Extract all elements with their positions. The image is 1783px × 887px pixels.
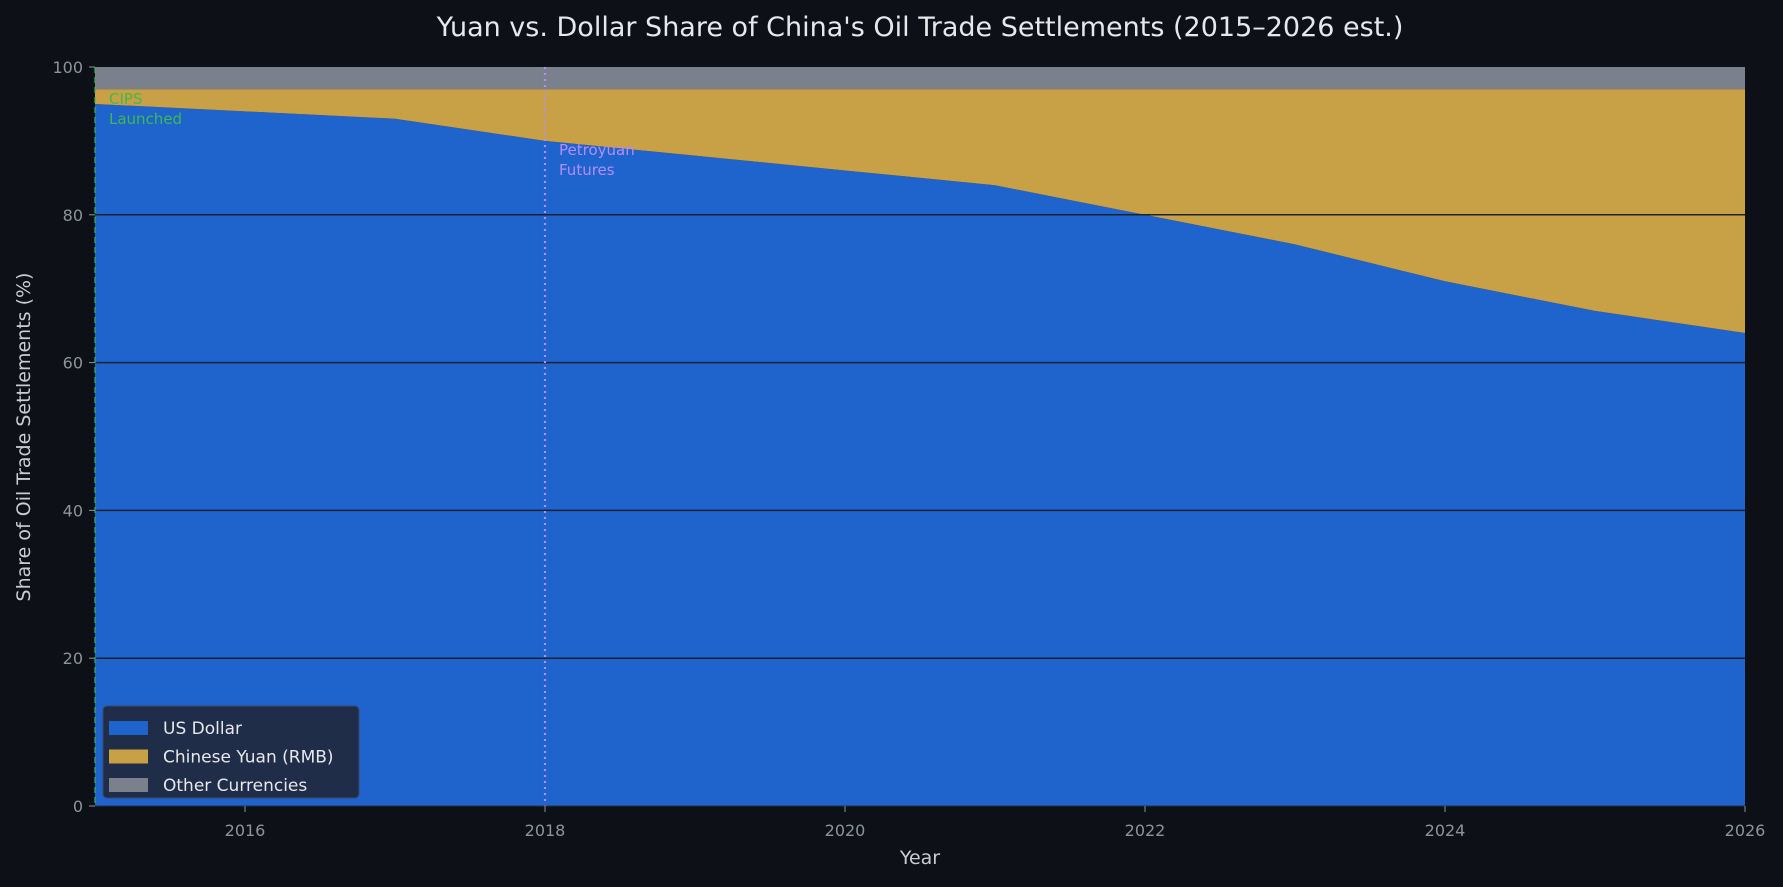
annotation-layer: CIPS Launched Petroyuan Futures xyxy=(93,67,635,806)
area-us-dollar xyxy=(95,103,1745,806)
legend-label: Other Currencies xyxy=(163,776,307,796)
legend-swatch xyxy=(109,721,148,735)
annotation-label: CIPS xyxy=(109,90,142,108)
legend-swatch xyxy=(109,749,148,764)
x-tick-label: 2018 xyxy=(525,821,566,840)
y-tick-label: 40 xyxy=(63,501,83,520)
legend-box xyxy=(102,705,360,799)
annotation-label: Petroyuan xyxy=(559,141,635,159)
area-other-currencies xyxy=(95,67,1745,90)
legend: US Dollar Chinese Yuan (RMB) Other Currenc… xyxy=(102,705,360,799)
axis-layer: 2016 2018 2020 2022 2024 2026 0 20 40 60 80 100 xyxy=(52,58,1765,840)
legend-label: Chinese Yuan (RMB) xyxy=(163,748,334,768)
y-tick-label: 0 xyxy=(73,797,83,816)
x-tick-label: 2022 xyxy=(1125,821,1166,840)
area-chinese-yuan-rmb xyxy=(95,89,1745,334)
y-tick-label: 80 xyxy=(63,206,83,225)
x-axis-label: Year xyxy=(899,847,940,869)
legend-label: US Dollar xyxy=(163,719,242,739)
legend-swatch xyxy=(109,778,148,792)
area-layer xyxy=(95,67,1745,806)
y-tick-label: 60 xyxy=(63,354,83,373)
annotation-label: Futures xyxy=(559,161,615,179)
x-tick-label: 2026 xyxy=(1725,821,1766,840)
annotation-label: Launched xyxy=(109,110,182,128)
x-tick-label: 2024 xyxy=(1425,821,1466,840)
y-tick-label: 100 xyxy=(52,58,83,77)
chart-title: Yuan vs. Dollar Share of China's Oil Tra… xyxy=(436,12,1404,43)
grid-layer xyxy=(95,214,1745,659)
y-tick-label: 20 xyxy=(63,649,83,668)
x-tick-label: 2020 xyxy=(825,821,866,840)
x-tick-label: 2016 xyxy=(225,821,266,840)
y-axis-label: Share of Oil Trade Settlements (%) xyxy=(13,273,35,602)
